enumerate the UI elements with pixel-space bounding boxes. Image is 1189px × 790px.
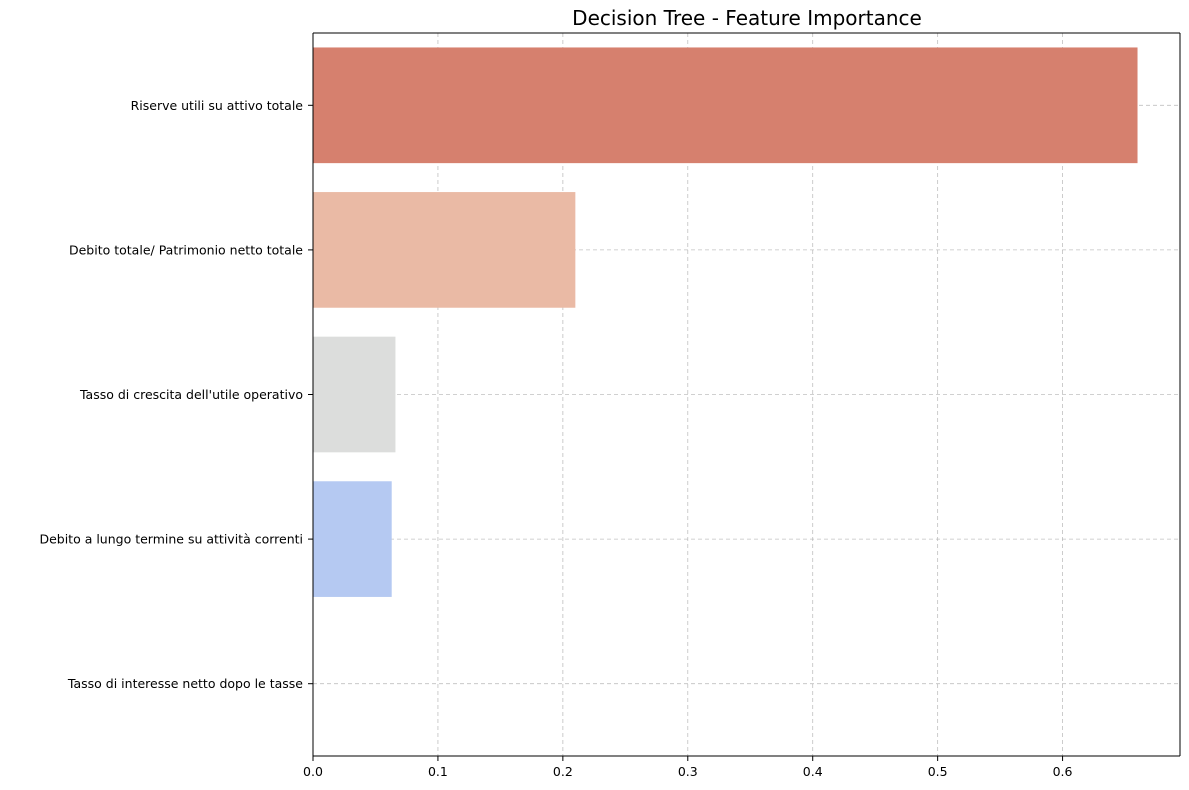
ticks-layer: 0.0 0.1 0.2 0.3 0.4 0.5 0.6 Riserve utili su at… xyxy=(39,98,1072,779)
bar-1 xyxy=(313,47,1138,164)
y-tick-label-1: Riserve utili su attivo totale xyxy=(131,98,304,113)
y-tick-label-3: Tasso di crescita dell'utile operativo xyxy=(79,387,303,402)
x-tick-label-6: 0.5 xyxy=(928,764,948,779)
x-tick-label-7: 0.6 xyxy=(1053,764,1073,779)
bar-3 xyxy=(313,336,396,453)
y-tick-label-4: Debito a lungo termine su attività corre… xyxy=(39,532,303,547)
x-tick-label-5: 0.4 xyxy=(803,764,823,779)
chart-title: Decision Tree - Feature Importance xyxy=(572,6,922,30)
x-tick-label-2: 0.1 xyxy=(428,764,448,779)
bar-4 xyxy=(313,481,392,597)
y-tick-label-2: Debito totale/ Patrimonio netto totale xyxy=(69,242,303,257)
x-tick-label-4: 0.3 xyxy=(678,764,698,779)
y-tick-label-5: Tasso di interesse netto dopo le tasse xyxy=(67,676,303,691)
x-tick-label-3: 0.2 xyxy=(553,764,573,779)
bars-layer xyxy=(313,47,1138,597)
x-tick-label-1: 0.0 xyxy=(303,764,323,779)
bar-2 xyxy=(313,192,576,308)
